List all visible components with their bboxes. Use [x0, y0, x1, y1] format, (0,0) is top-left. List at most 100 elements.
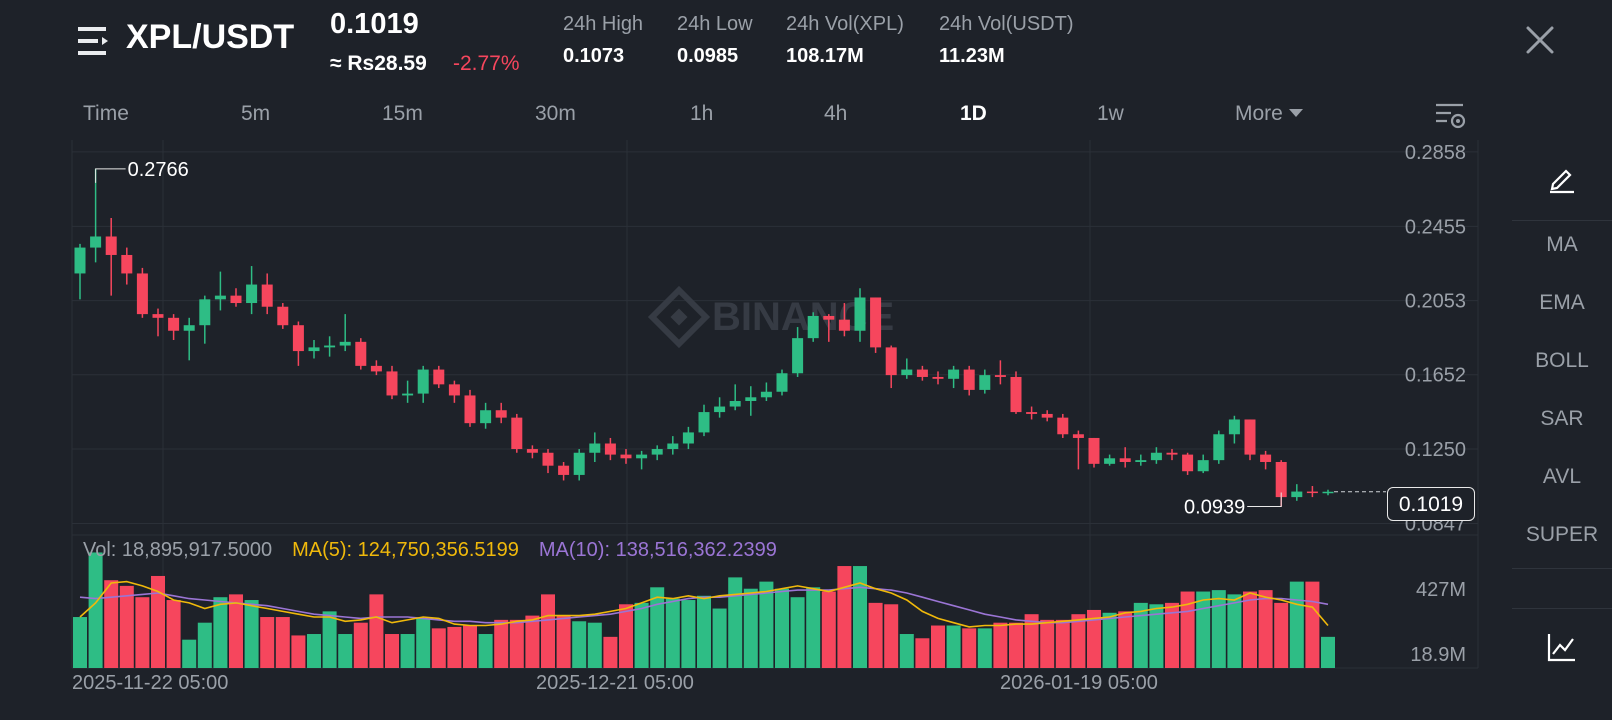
volume-bar [681, 600, 696, 668]
candle [1088, 437, 1100, 468]
candle [1197, 454, 1209, 474]
candle [370, 360, 382, 376]
candle [838, 303, 850, 337]
stat-value-24h-vol-usdt: 11.23M [939, 45, 1005, 67]
indicator-super[interactable]: SUPER [1525, 523, 1599, 546]
indicator-avl[interactable]: AVL [1542, 465, 1582, 488]
candle-body [885, 347, 897, 376]
volume-bar [962, 628, 977, 668]
volume-ma5-label: MA(5): 124,750,356.5199 [292, 539, 519, 561]
volume-bar [525, 615, 540, 668]
high-marker-label: 0.2766 [128, 159, 189, 181]
candle-body [495, 410, 507, 418]
candle-body [838, 319, 850, 331]
tab-1d[interactable]: 1D [960, 102, 987, 125]
candle [152, 308, 164, 337]
volume-ma5-line [79, 580, 1329, 628]
candle [901, 358, 913, 379]
tab-more-label: More [1235, 102, 1283, 125]
volume-bar [1009, 622, 1023, 668]
candle-body [402, 393, 414, 396]
volume-bar [1040, 619, 1055, 668]
volume-bar [463, 625, 477, 668]
candle [495, 402, 507, 424]
volume-bar [1165, 602, 1179, 668]
volume-bar [1321, 636, 1335, 668]
candle [870, 297, 882, 353]
candle-body [324, 345, 336, 348]
tab-5m[interactable]: 5m [241, 102, 271, 125]
candle-body [667, 443, 679, 450]
line-chart-icon[interactable] [1512, 630, 1612, 670]
volume-bar [1055, 619, 1070, 668]
candle-body [1291, 491, 1303, 498]
tab-time[interactable]: Time [83, 102, 129, 125]
volume-bar [509, 619, 524, 668]
close-icon[interactable] [1522, 22, 1558, 58]
candlestick-chart[interactable]: BINANCE 0.2858 0.2455 0.2053 0.1652 0.1250 0.… [0, 0, 1480, 720]
candle-body [464, 395, 476, 424]
volume-bar [135, 597, 150, 668]
volume-ma-lines [79, 580, 1329, 628]
candle [1244, 419, 1256, 461]
candle-body [636, 454, 648, 459]
volume-bar [697, 595, 711, 668]
candle-body [386, 371, 398, 396]
tab-1w[interactable]: 1w [1097, 102, 1124, 125]
tab-30m[interactable]: 30m [535, 102, 576, 125]
indicator-ema[interactable]: EMA [1539, 291, 1585, 314]
candle-body [277, 306, 289, 326]
candle [667, 436, 679, 455]
candle [682, 426, 694, 450]
candle [246, 266, 258, 315]
volume-bar [369, 594, 384, 668]
candle [604, 437, 616, 461]
pair-title[interactable]: XPL/USDT [126, 18, 295, 56]
candle-body [105, 236, 117, 255]
candle [1260, 450, 1272, 470]
volume-legend: Vol: 18,895,917.5000 MA(5): 124,750,356.5… [83, 539, 797, 562]
candle-body [651, 449, 663, 455]
indicator-sar[interactable]: SAR [1540, 407, 1584, 430]
candle-body [714, 406, 726, 413]
candle-body [1322, 491, 1334, 494]
candle [776, 369, 788, 396]
date-label: 2026-01-19 05:00 [1000, 672, 1158, 694]
tab-15m[interactable]: 15m [382, 102, 423, 125]
volume-bar [556, 615, 571, 668]
candle [1213, 430, 1225, 464]
volume-bar [899, 634, 914, 668]
tab-4h[interactable]: 4h [824, 102, 848, 125]
caret-down-icon [1288, 109, 1303, 117]
indicator-ma[interactable]: MA [1546, 233, 1578, 256]
price-tick-label: 0.2455 [1405, 216, 1466, 238]
candle [214, 271, 226, 311]
candle-body [1026, 412, 1038, 414]
candle [511, 413, 523, 453]
tab-more[interactable]: More [1235, 102, 1303, 126]
volume-bar [291, 635, 306, 668]
price-tick-label: 0.2858 [1405, 142, 1466, 164]
price-tick-label: 0.1250 [1405, 439, 1466, 461]
candle-body [1150, 452, 1162, 461]
candle [1150, 447, 1162, 464]
candle-body [74, 247, 86, 274]
candle [90, 168, 102, 263]
candle-body [183, 325, 195, 331]
list-menu-icon[interactable] [78, 24, 114, 58]
pencil-draw-icon[interactable] [1512, 162, 1612, 200]
volume-tick-label: 18.9M [1410, 644, 1466, 666]
candle-body [760, 391, 772, 398]
candle-body [1088, 437, 1100, 464]
volume-bars [73, 552, 1335, 668]
candle-body [1244, 419, 1256, 455]
indicator-boll[interactable]: BOLL [1535, 349, 1589, 372]
volume-bar [229, 594, 243, 668]
price-axis: 0.28580.24550.20530.16520.12500.0847427M… [1405, 142, 1466, 666]
volume-bar [572, 621, 587, 668]
candle [433, 365, 445, 389]
chart-settings-icon[interactable] [1433, 98, 1467, 132]
candle-body [90, 236, 102, 248]
volume-bar [104, 580, 119, 668]
tab-1h[interactable]: 1h [690, 102, 714, 125]
